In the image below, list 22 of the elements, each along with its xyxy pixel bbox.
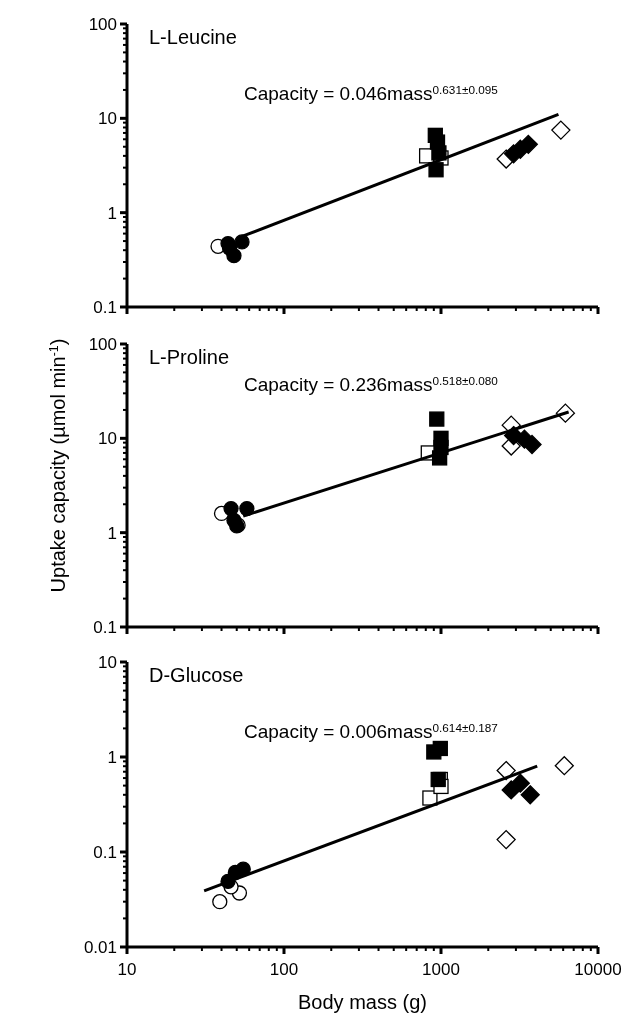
x-tick-label: 100 — [269, 960, 299, 979]
y-tick-label: 10 — [98, 652, 117, 672]
x-tick-label: 10000 — [574, 960, 622, 979]
annotation: Capacity = 0.046mass$^{0.631±0.095}$ — [244, 82, 499, 104]
x-tick-label: 1000 — [422, 960, 460, 979]
y-tick-label: 10 — [98, 429, 117, 449]
annotation: Capacity = 0.006mass$^{0.614±0.187}$ — [244, 720, 498, 742]
y-tick-label: 0.1 — [93, 297, 117, 317]
annotation: Capacity = 0.236mass$^{0.518±0.080}$ — [244, 373, 499, 395]
x-axis-title: Body mass (g) — [298, 991, 427, 1013]
y-tick-label: 0.1 — [93, 617, 117, 637]
y-tick-label: 1 — [107, 203, 117, 223]
chart-title: D-Glucose — [149, 664, 244, 686]
y-tick-label: 0.1 — [93, 842, 117, 862]
y-tick-label: 100 — [88, 14, 117, 34]
y-tick-label: 10 — [98, 109, 117, 129]
chart-title: L-Leucine — [149, 26, 237, 48]
y-tick-label: 1 — [107, 523, 117, 543]
y-tick-label: 1 — [107, 747, 117, 767]
y-tick-label: 100 — [88, 334, 117, 354]
chart-title: L-Proline — [149, 346, 230, 368]
y-tick-label: 0.01 — [83, 937, 117, 957]
